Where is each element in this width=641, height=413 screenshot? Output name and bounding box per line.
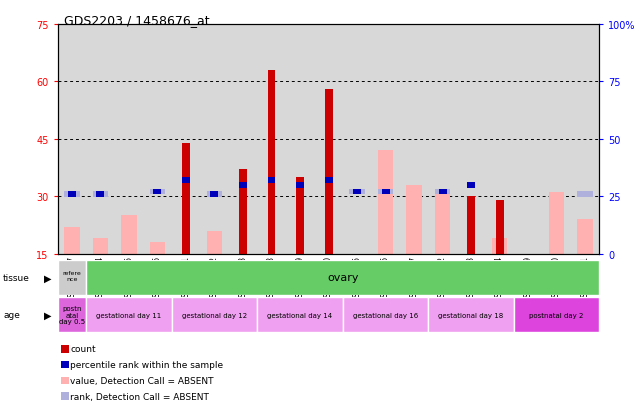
Bar <box>239 170 247 254</box>
Bar <box>296 178 304 254</box>
Text: ▶: ▶ <box>44 273 51 283</box>
Bar <box>58 297 86 332</box>
Bar <box>96 192 104 197</box>
Bar <box>514 297 599 332</box>
Bar <box>149 189 165 195</box>
Bar <box>578 220 593 254</box>
Bar <box>353 189 361 195</box>
Bar <box>210 192 219 197</box>
Bar <box>58 260 86 295</box>
Bar <box>435 193 451 254</box>
Bar <box>296 183 304 188</box>
Text: percentile rank within the sample: percentile rank within the sample <box>70 360 223 369</box>
Bar <box>428 297 514 332</box>
Bar <box>257 297 343 332</box>
Bar <box>206 231 222 254</box>
Bar <box>64 227 79 254</box>
Bar <box>86 297 172 332</box>
Bar <box>267 178 276 183</box>
Bar <box>182 143 190 254</box>
Text: value, Detection Call = ABSENT: value, Detection Call = ABSENT <box>70 376 213 385</box>
Bar <box>267 71 276 254</box>
Bar <box>182 178 190 183</box>
Bar <box>349 189 365 195</box>
Bar <box>492 239 508 254</box>
Bar <box>206 192 222 197</box>
Text: gestational day 14: gestational day 14 <box>267 312 333 318</box>
Bar <box>149 242 165 254</box>
Bar <box>381 189 390 195</box>
Bar <box>324 178 333 183</box>
Text: gestational day 11: gestational day 11 <box>96 312 162 318</box>
Bar <box>64 192 79 197</box>
Bar <box>153 189 162 195</box>
Text: tissue: tissue <box>3 273 30 282</box>
Text: rank, Detection Call = ABSENT: rank, Detection Call = ABSENT <box>70 392 209 401</box>
Bar <box>435 189 451 195</box>
Text: count: count <box>70 344 96 354</box>
Bar <box>549 193 565 254</box>
Bar <box>495 200 504 254</box>
Bar <box>172 297 257 332</box>
Bar <box>324 90 333 254</box>
Bar <box>92 239 108 254</box>
Text: ▶: ▶ <box>44 310 51 320</box>
Bar <box>438 189 447 195</box>
Bar <box>467 197 475 254</box>
Bar <box>121 216 137 254</box>
Bar <box>406 185 422 254</box>
Text: refere
nce: refere nce <box>63 271 81 281</box>
Text: postn
atal
day 0.5: postn atal day 0.5 <box>59 306 85 324</box>
Text: ovary: ovary <box>327 273 358 283</box>
Bar <box>378 151 394 254</box>
Bar <box>467 183 475 188</box>
Bar <box>578 192 593 197</box>
Text: postnatal day 2: postnatal day 2 <box>529 312 584 318</box>
Bar <box>343 297 428 332</box>
Bar <box>239 183 247 188</box>
Text: gestational day 16: gestational day 16 <box>353 312 418 318</box>
Text: gestational day 12: gestational day 12 <box>182 312 247 318</box>
Text: age: age <box>3 311 20 319</box>
Text: gestational day 18: gestational day 18 <box>438 312 504 318</box>
Bar <box>92 192 108 197</box>
Bar <box>378 189 394 195</box>
Text: GDS2203 / 1458676_at: GDS2203 / 1458676_at <box>64 14 210 27</box>
Bar <box>68 192 76 197</box>
